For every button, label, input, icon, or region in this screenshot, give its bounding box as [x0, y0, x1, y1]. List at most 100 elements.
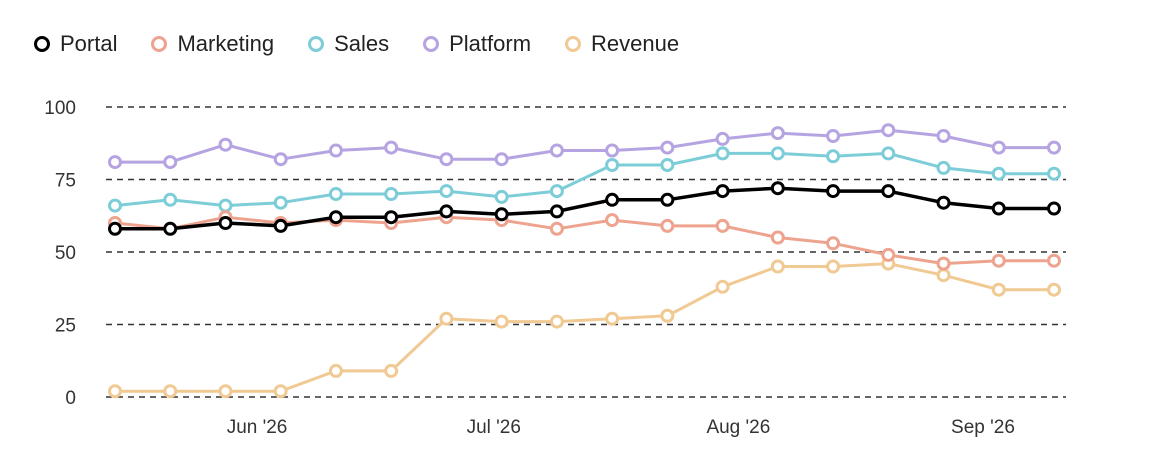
- data-point-portal: [494, 207, 509, 222]
- data-point-portal: [605, 192, 620, 207]
- legend: Portal Marketing Sales Platform Revenue: [34, 31, 679, 57]
- data-point-portal: [549, 204, 564, 219]
- x-tick-label: Jun '26: [227, 417, 288, 438]
- legend-marker-portal: [34, 36, 50, 52]
- legend-item-revenue[interactable]: Revenue: [565, 31, 679, 57]
- data-point-portal: [439, 204, 454, 219]
- data-point-marketing: [991, 253, 1006, 268]
- data-point-sales: [439, 184, 454, 199]
- data-point-portal: [273, 218, 288, 233]
- data-point-sales: [936, 160, 951, 175]
- data-point-platform: [218, 137, 233, 152]
- data-point-platform: [826, 129, 841, 143]
- data-point-sales: [826, 149, 841, 164]
- data-point-portal: [715, 184, 730, 199]
- data-point-revenue: [549, 314, 564, 329]
- data-point-portal: [163, 221, 178, 236]
- data-point-revenue: [826, 259, 841, 274]
- data-point-marketing: [826, 236, 841, 251]
- data-point-platform: [549, 143, 564, 158]
- data-point-revenue: [218, 384, 233, 399]
- data-point-platform: [991, 140, 1006, 155]
- data-point-platform: [384, 140, 399, 155]
- data-point-marketing: [549, 221, 564, 236]
- data-point-marketing: [660, 218, 675, 233]
- data-point-revenue: [273, 384, 288, 399]
- y-tick-label: 25: [55, 316, 76, 337]
- series-line-portal: [113, 186, 1056, 231]
- data-point-portal: [1047, 201, 1061, 216]
- data-point-marketing: [1047, 253, 1061, 268]
- data-point-platform: [605, 143, 620, 158]
- y-tick-label: 100: [44, 98, 76, 119]
- series-line-platform: [113, 128, 1056, 164]
- data-point-platform: [273, 152, 288, 167]
- data-point-sales: [108, 198, 122, 213]
- data-point-marketing: [881, 247, 896, 262]
- legend-label-sales: Sales: [334, 31, 390, 56]
- data-point-revenue: [384, 363, 399, 378]
- data-point-sales: [163, 192, 178, 207]
- data-point-sales: [605, 158, 620, 172]
- data-point-portal: [991, 201, 1006, 216]
- data-point-revenue: [770, 259, 785, 274]
- data-point-platform: [439, 152, 454, 167]
- data-point-portal: [826, 184, 841, 199]
- data-point-marketing: [770, 230, 785, 245]
- data-point-revenue: [439, 311, 454, 326]
- legend-item-sales[interactable]: Sales: [308, 31, 389, 57]
- data-point-sales: [273, 195, 288, 210]
- legend-label-portal: Portal: [60, 31, 118, 56]
- data-point-sales: [218, 198, 233, 213]
- legend-item-marketing[interactable]: Marketing: [151, 31, 274, 57]
- data-point-platform: [770, 126, 785, 141]
- data-point-sales: [881, 146, 896, 161]
- series-line-revenue: [113, 262, 1056, 393]
- legend-item-portal[interactable]: Portal: [34, 31, 117, 57]
- data-point-sales: [1047, 166, 1061, 181]
- data-point-portal: [108, 221, 122, 236]
- data-point-revenue: [605, 311, 620, 326]
- legend-label-platform: Platform: [449, 31, 532, 56]
- x-tick-label: Aug '26: [706, 417, 770, 438]
- y-tick-label: 0: [65, 388, 76, 409]
- data-point-platform: [494, 152, 509, 167]
- legend-item-platform[interactable]: Platform: [423, 31, 531, 57]
- data-point-portal: [770, 181, 785, 196]
- legend-marker-marketing: [151, 36, 168, 52]
- data-point-revenue: [936, 268, 951, 283]
- data-point-portal: [328, 210, 343, 225]
- data-point-portal: [218, 216, 233, 230]
- data-point-platform: [881, 123, 896, 138]
- x-tick-label: Sep '26: [951, 417, 1015, 438]
- series-line-sales: [113, 151, 1056, 208]
- data-point-platform: [328, 143, 343, 158]
- data-point-portal: [384, 210, 399, 225]
- y-tick-label: 50: [55, 243, 76, 264]
- data-point-revenue: [108, 384, 122, 399]
- data-point-platform: [715, 131, 730, 146]
- data-point-sales: [715, 146, 730, 161]
- data-point-marketing: [715, 218, 730, 233]
- data-point-marketing: [605, 213, 620, 228]
- legend-label-revenue: Revenue: [591, 31, 680, 56]
- data-point-revenue: [715, 279, 730, 294]
- data-point-portal: [660, 192, 675, 207]
- data-point-portal: [936, 195, 951, 210]
- y-tick-label: 75: [55, 171, 76, 192]
- data-point-sales: [384, 187, 399, 201]
- series-line-marketing: [113, 215, 1056, 266]
- x-tick-label: Jul '26: [467, 417, 521, 438]
- data-point-revenue: [991, 282, 1006, 297]
- legend-marker-revenue: [565, 36, 582, 52]
- data-point-platform: [108, 155, 122, 170]
- legend-label-marketing: Marketing: [177, 31, 275, 56]
- data-point-platform: [660, 140, 675, 155]
- data-point-sales: [991, 166, 1006, 181]
- data-point-sales: [660, 158, 675, 172]
- data-point-platform: [1047, 140, 1061, 155]
- data-point-revenue: [328, 363, 343, 378]
- data-point-sales: [328, 187, 343, 201]
- data-point-platform: [163, 155, 178, 170]
